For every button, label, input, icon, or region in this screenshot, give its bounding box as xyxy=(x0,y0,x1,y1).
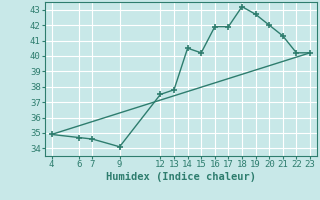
X-axis label: Humidex (Indice chaleur): Humidex (Indice chaleur) xyxy=(106,172,256,182)
